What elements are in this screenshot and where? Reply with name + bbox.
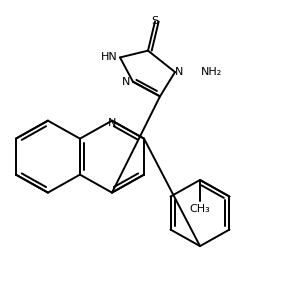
Text: HN: HN: [101, 52, 117, 62]
Text: N: N: [122, 77, 130, 87]
Text: CH₃: CH₃: [190, 204, 210, 214]
Text: N: N: [175, 67, 183, 77]
Text: NH₂: NH₂: [201, 67, 222, 77]
Text: N: N: [108, 118, 116, 128]
Text: S: S: [151, 16, 158, 26]
